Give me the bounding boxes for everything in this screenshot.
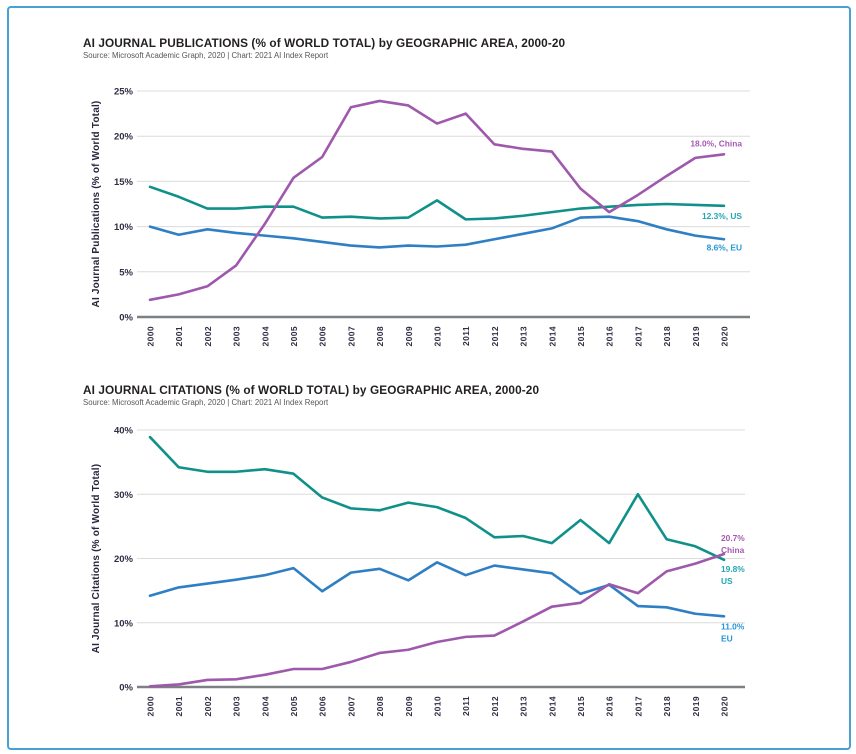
y-tick-label: 10% xyxy=(114,222,134,233)
publications-chart-source: Source: Microsoft Academic Graph, 2020 |… xyxy=(83,51,329,60)
x-tick-label: 2008 xyxy=(375,326,385,347)
x-tick-label: 2007 xyxy=(346,696,356,717)
eu-end-label: 8.6%, EU xyxy=(707,242,742,252)
x-tick-label: 2019 xyxy=(691,696,701,717)
x-tick-label: 2001 xyxy=(174,696,184,717)
x-tick-label: 2000 xyxy=(146,326,156,347)
y-tick-label: 20% xyxy=(114,554,134,565)
x-tick-label: 2001 xyxy=(174,326,184,347)
x-tick-label: 2009 xyxy=(404,696,414,717)
x-tick-label: 2005 xyxy=(289,326,299,347)
x-tick-label: 2017 xyxy=(633,326,643,347)
x-tick-label: 2017 xyxy=(633,696,643,717)
x-tick-label: 2015 xyxy=(576,696,586,717)
china-end-label: 18.0%, China xyxy=(690,138,742,148)
citations-chart-title: AI JOURNAL CITATIONS (% of WORLD TOTAL) … xyxy=(83,383,540,397)
y-tick-label: 15% xyxy=(114,177,134,188)
x-tick-label: 2000 xyxy=(146,696,156,717)
x-tick-label: 2002 xyxy=(203,696,213,717)
x-tick-label: 2003 xyxy=(232,326,242,347)
x-tick-label: 2011 xyxy=(461,696,471,716)
x-tick-label: 2005 xyxy=(289,696,299,717)
page-border-frame xyxy=(7,6,851,750)
x-tick-label: 2018 xyxy=(662,326,672,347)
y-tick-label: 20% xyxy=(114,132,134,143)
eu-line xyxy=(148,561,726,618)
y-tick-label: 25% xyxy=(114,87,134,98)
x-tick-label: 2011 xyxy=(461,326,471,346)
eu-end-label: 11.0% EU xyxy=(721,621,745,643)
x-tick-label: 2012 xyxy=(490,326,500,347)
x-tick-label: 2014 xyxy=(547,696,557,717)
y-axis-title: AI Journal Publications (% of World Tota… xyxy=(91,101,102,308)
x-tick-label: 2007 xyxy=(346,326,356,347)
x-tick-label: 2002 xyxy=(203,326,213,347)
x-tick-label: 2014 xyxy=(547,326,557,347)
publications-chart-title: AI JOURNAL PUBLICATIONS (% of WORLD TOTA… xyxy=(83,36,566,50)
x-tick-label: 2008 xyxy=(375,696,385,717)
y-tick-label: 5% xyxy=(119,267,133,278)
x-tick-label: 2013 xyxy=(519,696,529,717)
x-tick-label: 2012 xyxy=(490,696,500,717)
us-line xyxy=(148,435,726,562)
publications-line-chart: 25% 20% 15% 10% 5% 0% 2000 2001 2002 2003 2004 2005… xyxy=(91,87,750,347)
x-tick-label: 2013 xyxy=(519,326,529,347)
x-tick-label: 2016 xyxy=(605,326,615,347)
eu-line xyxy=(148,215,726,249)
y-tick-label: 0% xyxy=(119,683,133,694)
y-axis-title: AI Journal Citations (% of World Total) xyxy=(91,464,102,654)
x-tick-label: 2019 xyxy=(691,326,701,347)
y-tick-label: 30% xyxy=(114,490,134,501)
x-tick-label: 2009 xyxy=(404,326,414,347)
x-tick-label: 2016 xyxy=(605,696,615,717)
china-line xyxy=(148,552,726,688)
citations-chart-source: Source: Microsoft Academic Graph, 2020 |… xyxy=(83,398,329,407)
us-line xyxy=(148,185,726,221)
x-tick-label: 2006 xyxy=(318,696,328,717)
china-line xyxy=(148,99,726,302)
x-tick-label: 2010 xyxy=(433,696,443,717)
x-tick-label: 2004 xyxy=(260,696,270,717)
us-end-label: 19.8% US xyxy=(721,564,745,586)
x-tick-label: 2020 xyxy=(720,326,730,347)
y-tick-label: 10% xyxy=(114,618,134,629)
x-tick-label: 2010 xyxy=(433,326,443,347)
us-end-label: 12.3%, US xyxy=(702,211,742,221)
x-tick-label: 2020 xyxy=(720,696,730,717)
y-tick-label: 40% xyxy=(114,426,134,437)
x-tick-label: 2015 xyxy=(576,326,586,347)
x-tick-label: 2004 xyxy=(260,326,270,347)
x-tick-label: 2018 xyxy=(662,696,672,717)
x-tick-label: 2003 xyxy=(232,696,242,717)
china-end-label: 20.7% China xyxy=(721,533,745,555)
x-tick-label: 2006 xyxy=(318,326,328,347)
y-tick-label: 0% xyxy=(119,313,133,324)
citations-line-chart: 40% 30% 20% 10% 0% 2000 2001 2002 2003 2004 2005 20… xyxy=(91,426,745,717)
